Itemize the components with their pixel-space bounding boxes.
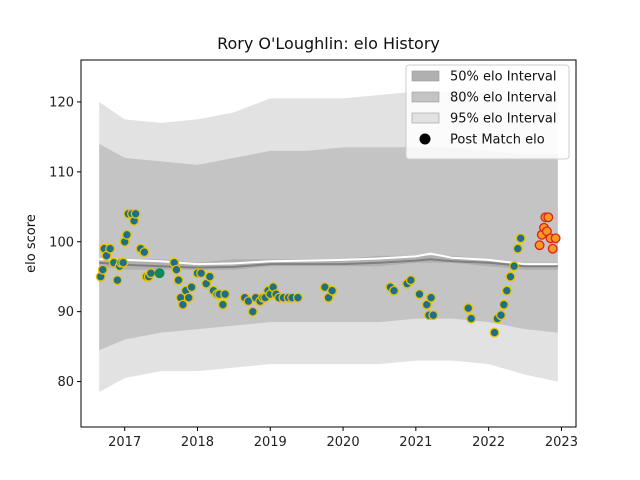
data-point: [147, 269, 156, 278]
y-tick-label: 90: [57, 305, 74, 320]
data-point: [174, 276, 183, 285]
legend-label: Post Match elo: [450, 133, 545, 148]
data-point: [510, 262, 519, 271]
data-point: [514, 244, 523, 253]
data-point: [551, 234, 560, 243]
data-point: [206, 272, 215, 281]
data-point: [113, 276, 122, 285]
data-point: [548, 244, 557, 253]
data-point: [106, 244, 115, 253]
data-point: [407, 276, 416, 285]
x-tick-label: 2018: [181, 435, 214, 450]
data-point: [197, 269, 206, 278]
y-tick-label: 100: [49, 235, 74, 250]
legend-label: 95% elo Interval: [450, 112, 557, 127]
legend-swatch: [412, 71, 439, 81]
data-point: [328, 286, 337, 295]
y-tick-label: 80: [57, 375, 74, 390]
y-axis-title: elo score: [24, 214, 39, 273]
data-point: [464, 304, 473, 313]
data-point: [516, 234, 525, 243]
data-point: [467, 314, 476, 323]
y-tick-label: 110: [49, 165, 74, 180]
data-point: [140, 248, 149, 257]
x-tick-label: 2017: [108, 435, 141, 450]
x-tick-label: 2022: [472, 435, 505, 450]
y-tick-label: 120: [49, 95, 74, 110]
data-point: [500, 300, 509, 309]
x-tick-label: 2021: [399, 435, 432, 450]
legend-label: 50% elo Interval: [450, 70, 557, 85]
data-point: [294, 293, 303, 302]
data-point: [506, 272, 515, 281]
legend-label: 80% elo Interval: [450, 91, 557, 106]
data-point: [131, 210, 140, 219]
x-tick-label: 2023: [545, 435, 578, 450]
data-point: [119, 258, 128, 267]
data-point: [490, 328, 499, 337]
data-point: [221, 290, 230, 299]
data-point: [415, 290, 424, 299]
legend-swatch: [412, 113, 439, 123]
data-point: [123, 231, 132, 240]
data-point: [427, 293, 436, 302]
data-point: [219, 300, 228, 309]
data-point: [390, 286, 399, 295]
interval-band-1: [99, 144, 558, 350]
data-point: [429, 311, 438, 320]
data-point: [249, 307, 258, 316]
chart-title: Rory O'Loughlin: elo History: [217, 34, 440, 53]
legend-swatch: [412, 92, 439, 102]
data-point: [187, 283, 196, 292]
data-point: [544, 213, 553, 222]
x-tick-label: 2019: [254, 435, 287, 450]
data-point: [184, 293, 193, 302]
data-point: [497, 311, 506, 320]
legend: 50% elo Interval 80% elo Interval 95% elo …: [406, 65, 569, 159]
data-point: [155, 269, 164, 278]
legend-marker: [420, 134, 431, 145]
data-point: [172, 265, 181, 274]
x-tick-label: 2020: [327, 435, 360, 450]
data-point: [99, 265, 108, 274]
data-point: [503, 286, 512, 295]
data-point: [535, 241, 544, 250]
